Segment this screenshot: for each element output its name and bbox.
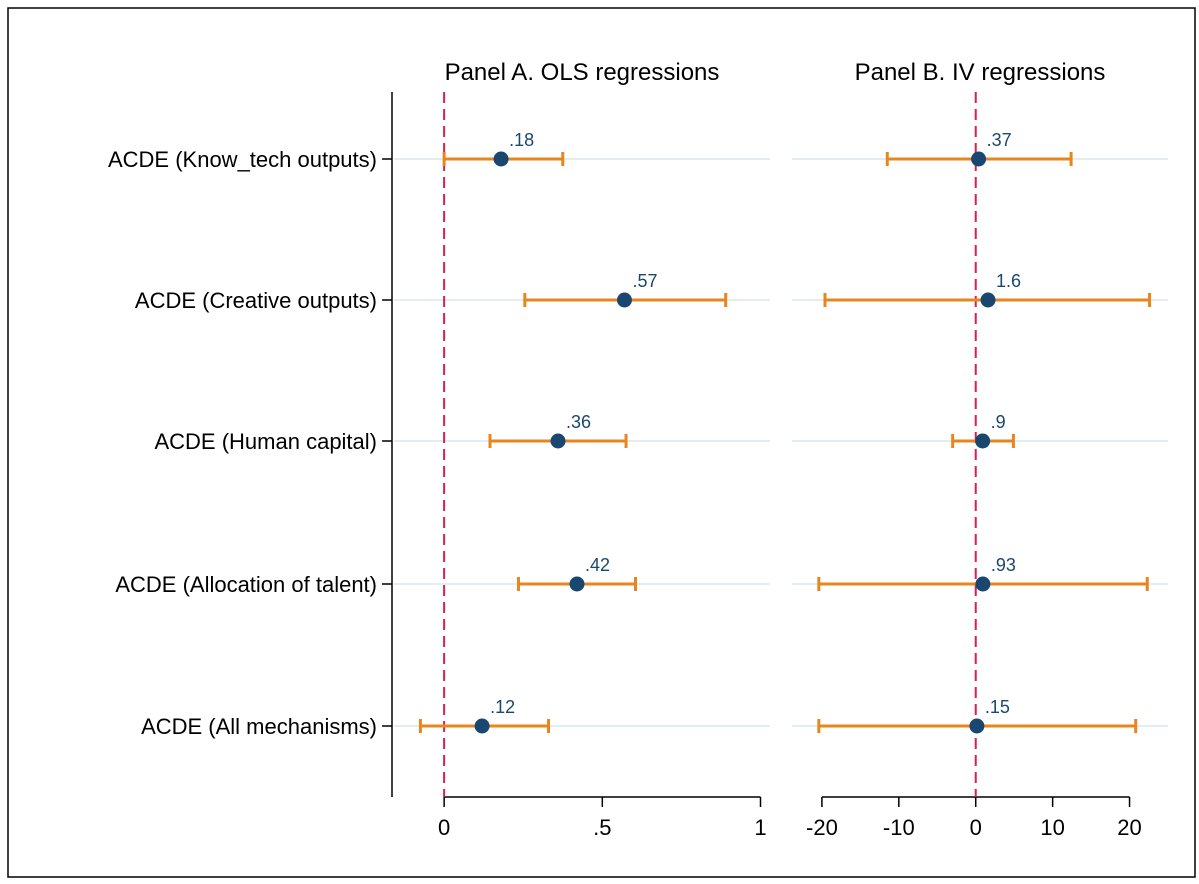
panel-a: Panel A. OLS regressions 0 .5 1 .18 .57 .36 .4… [418, 59, 767, 840]
estimate-label: .12 [490, 697, 515, 717]
category-label: ACDE (All mechanisms) [141, 714, 377, 739]
x-tick-label: 20 [1117, 815, 1141, 840]
panel-b-title: Panel B. IV regressions [855, 59, 1106, 86]
x-tick-label: .5 [593, 815, 611, 840]
x-tick-label: -10 [883, 815, 915, 840]
point-estimate [971, 151, 987, 167]
x-tick-label: 10 [1040, 815, 1064, 840]
estimate-label: 1.6 [996, 271, 1021, 291]
x-tick-label: -20 [806, 815, 838, 840]
estimate-label: .57 [632, 271, 657, 291]
category-label: ACDE (Human capital) [154, 429, 377, 454]
point-estimate [975, 576, 991, 592]
point-estimate [550, 433, 566, 449]
category-labels: ACDE (Know_tech outputs) ACDE (Creative o… [108, 92, 393, 797]
panel-a-title: Panel A. OLS regressions [445, 59, 720, 86]
point-estimate [493, 151, 509, 167]
point-estimate [569, 576, 585, 592]
estimate-label: .9 [991, 412, 1006, 432]
x-tick-label: 0 [970, 815, 982, 840]
estimate-label: .15 [985, 697, 1010, 717]
point-estimate [980, 292, 996, 308]
estimate-label: .36 [566, 412, 591, 432]
panel-b: Panel B. IV regressions -20 -10 0 10 20 .37 1.… [806, 59, 1152, 840]
category-label: ACDE (Allocation of talent) [115, 572, 377, 597]
x-tick-label: 0 [438, 815, 450, 840]
x-tick-label: 1 [754, 815, 766, 840]
point-estimate [616, 292, 632, 308]
estimate-label: .37 [987, 130, 1012, 150]
point-estimate [969, 718, 985, 734]
category-label: ACDE (Know_tech outputs) [108, 147, 377, 172]
estimate-label: .93 [991, 555, 1016, 575]
category-label: ACDE (Creative outputs) [135, 288, 377, 313]
estimate-label: .18 [509, 130, 534, 150]
point-estimate [975, 433, 991, 449]
estimate-label: .42 [585, 555, 610, 575]
point-estimate [474, 718, 490, 734]
